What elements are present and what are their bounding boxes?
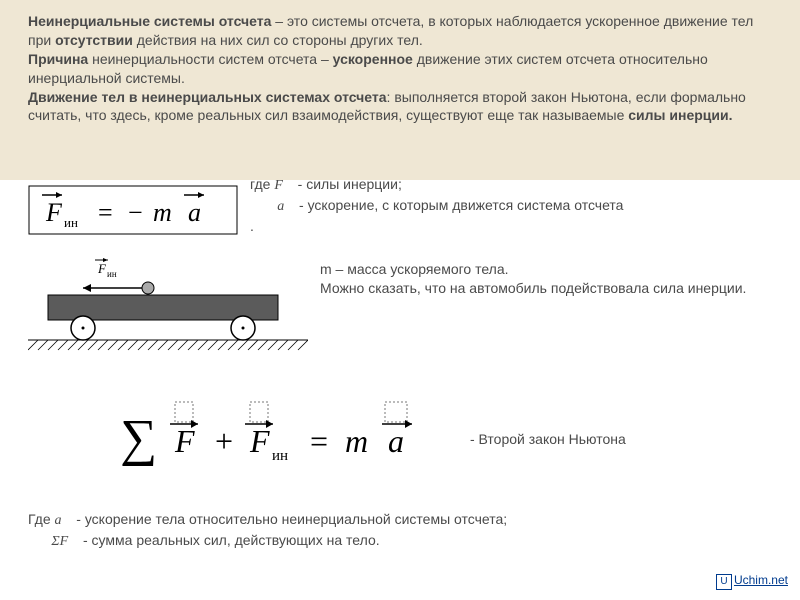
formula-inertia-force: F ин = − m a — [28, 185, 238, 235]
t2b: неинерциальности систем отсчета – — [88, 51, 332, 67]
uchim-badge-icon: U — [716, 574, 732, 590]
mass-and-car-text: m – масса ускоряемого тела. Можно сказат… — [320, 260, 760, 298]
symbol-a-icon: a⃗ — [277, 199, 295, 214]
w1-l1: - силы инерции; — [298, 176, 402, 192]
term-accelerated: ускоренное — [333, 51, 413, 67]
svg-text:m: m — [345, 423, 368, 459]
uchim-text: Uchim.net — [734, 573, 788, 587]
term-absence: отсутствии — [55, 32, 133, 48]
w1-l2: - ускорение, с которым движется система … — [299, 197, 623, 213]
intro-text: Неинерциальные системы отсчета – это сис… — [28, 12, 772, 125]
svg-text:=: = — [98, 198, 113, 227]
w1-gde: где — [250, 176, 274, 192]
svg-text:F: F — [249, 423, 270, 459]
where-block-1: где F⃗ - силы инерции; a⃗ - ускорение, с… — [250, 175, 770, 236]
term-motion: Движение тел в неинерциальных системах о… — [28, 89, 387, 105]
uchim-link[interactable]: UUchim.net — [716, 572, 788, 590]
car-line: Можно сказать, что на автомобиль подейст… — [320, 280, 746, 296]
svg-text:a: a — [188, 198, 201, 227]
term-inertia-forces: силы инерции. — [628, 107, 732, 123]
t1d: действия на них сил со стороны других те… — [133, 32, 423, 48]
svg-text:ин: ин — [107, 269, 117, 279]
term-reason: Причина — [28, 51, 88, 67]
symbol-F-icon: F⃗ — [274, 178, 293, 193]
svg-text:m: m — [153, 198, 172, 227]
svg-text:F: F — [174, 423, 195, 459]
where-block-2: Где a⃗ - ускорение тела относительно неи… — [28, 510, 728, 552]
mass-line: m – масса ускоряемого тела. — [320, 261, 509, 277]
svg-text:−: − — [128, 198, 143, 227]
w2-gde: Где — [28, 511, 55, 527]
term-noninertial: Неинерциальные системы отсчета — [28, 13, 271, 29]
newton2-label: - Второй закон Ньютона — [470, 430, 626, 449]
cart-diagram: F ин — [28, 255, 308, 355]
svg-text:F: F — [97, 261, 107, 276]
svg-text:a: a — [388, 423, 404, 459]
w1-dot: . — [250, 218, 254, 234]
svg-text:F: F — [45, 198, 63, 227]
w2-l2: - сумма реальных сил, действующих на тел… — [83, 532, 380, 548]
svg-text:+: + — [215, 423, 233, 459]
svg-text:ин: ин — [272, 448, 288, 464]
symbol-sumF-icon: ΣF⃗ — [51, 534, 79, 549]
svg-text:ин: ин — [64, 215, 78, 230]
svg-text:∑: ∑ — [120, 410, 157, 467]
svg-text:=: = — [310, 423, 328, 459]
formula-newton2: ∑ F + F ин = m a — [120, 400, 460, 470]
w2-l1: - ускорение тела относительно неинерциал… — [76, 511, 507, 527]
symbol-a2-icon: a⃗ — [55, 513, 73, 528]
